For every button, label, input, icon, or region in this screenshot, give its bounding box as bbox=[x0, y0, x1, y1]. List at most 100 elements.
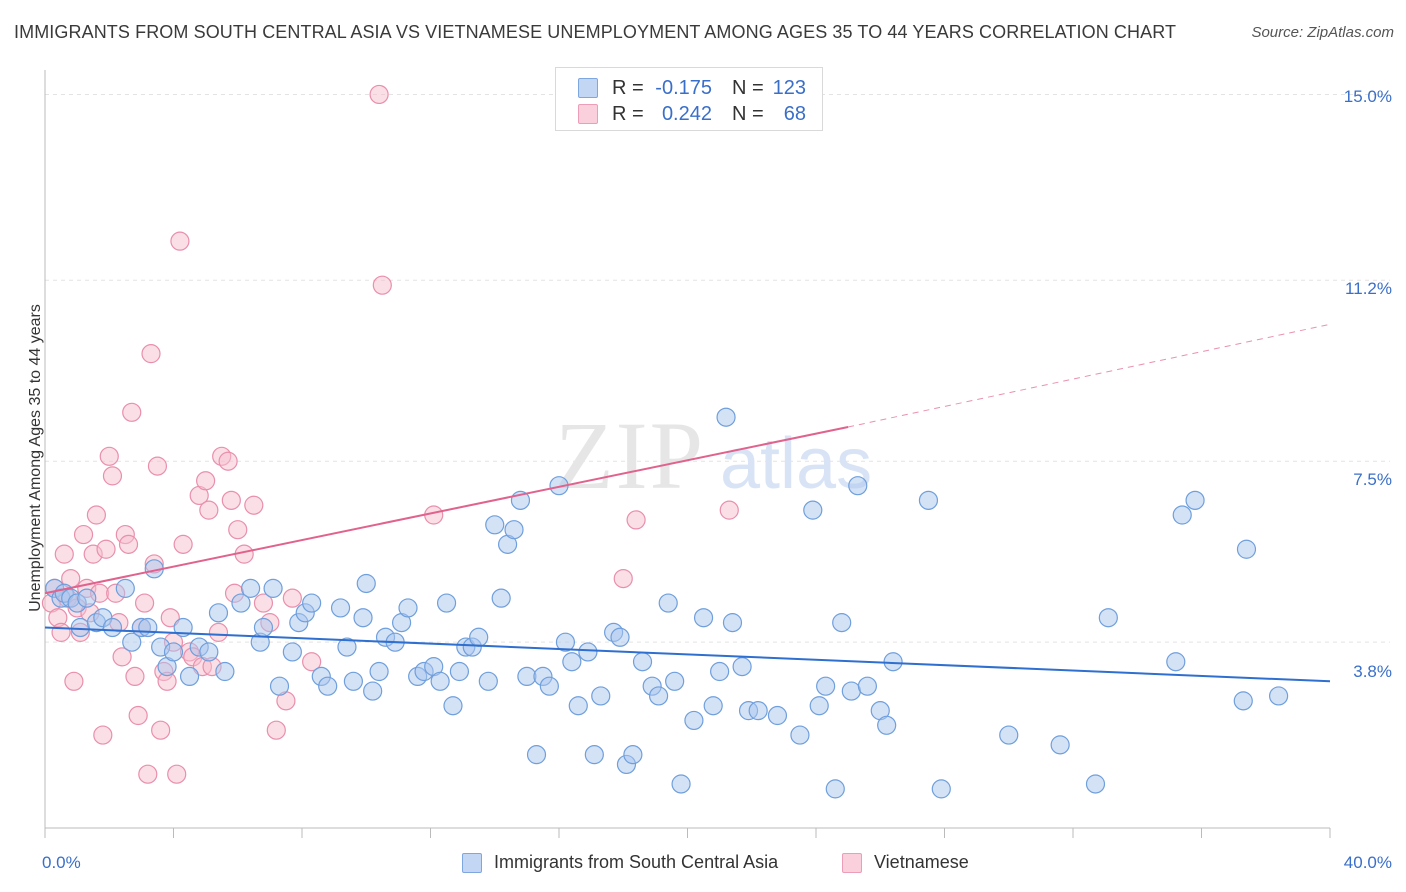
data-point bbox=[648, 686, 669, 706]
data-point bbox=[253, 617, 274, 638]
data-point bbox=[263, 578, 283, 598]
data-point bbox=[70, 617, 90, 638]
data-point bbox=[231, 593, 251, 613]
data-point bbox=[356, 573, 376, 594]
data-point bbox=[555, 632, 576, 652]
data-point bbox=[671, 774, 691, 794]
data-point bbox=[504, 520, 524, 540]
vietnamese-points bbox=[41, 84, 739, 784]
data-point bbox=[282, 588, 302, 608]
data-point bbox=[848, 476, 868, 496]
data-point bbox=[1236, 539, 1257, 559]
data-point bbox=[562, 652, 582, 672]
data-point bbox=[282, 642, 302, 662]
data-point bbox=[1268, 686, 1289, 706]
legend-row-vietnamese: R = 0.242 N = 68 bbox=[578, 102, 806, 126]
data-point bbox=[610, 627, 630, 647]
data-point bbox=[343, 671, 363, 691]
data-point bbox=[215, 661, 235, 682]
data-point bbox=[623, 745, 643, 765]
data-point bbox=[179, 666, 200, 687]
data-point bbox=[151, 720, 171, 740]
data-point bbox=[138, 617, 158, 638]
data-point bbox=[369, 661, 389, 682]
data-point bbox=[1050, 735, 1070, 755]
data-point bbox=[302, 593, 322, 613]
data-point bbox=[199, 500, 219, 520]
n-label: N = bbox=[732, 102, 764, 125]
data-point bbox=[269, 676, 290, 696]
data-point bbox=[613, 568, 633, 589]
data-point bbox=[568, 696, 588, 716]
data-point bbox=[96, 539, 116, 559]
bottom-legend-label: Vietnamese bbox=[874, 852, 969, 872]
data-point bbox=[1085, 774, 1106, 794]
legend-swatch-pink bbox=[578, 104, 598, 124]
y-axis-label: Unemployment Among Ages 35 to 44 years bbox=[27, 304, 44, 612]
data-point bbox=[748, 701, 768, 721]
data-point bbox=[221, 490, 241, 510]
data-point bbox=[372, 275, 392, 295]
data-point bbox=[54, 544, 74, 564]
data-point bbox=[330, 598, 351, 618]
data-point bbox=[703, 696, 723, 716]
data-point bbox=[716, 407, 736, 427]
data-point bbox=[841, 681, 861, 701]
data-point bbox=[591, 686, 611, 706]
data-point bbox=[710, 661, 730, 682]
data-point bbox=[719, 500, 739, 520]
y-tick-label: 15.0% bbox=[1343, 87, 1392, 106]
data-point bbox=[302, 652, 322, 672]
n-value: 68 bbox=[783, 102, 806, 125]
data-point bbox=[767, 705, 788, 726]
legend-swatch-blue bbox=[578, 78, 598, 98]
source-label: Source: ZipAtlas.com bbox=[1251, 24, 1394, 41]
data-point bbox=[73, 524, 94, 545]
data-point bbox=[578, 642, 598, 662]
data-point bbox=[208, 603, 229, 623]
data-point bbox=[241, 578, 261, 598]
data-point bbox=[266, 720, 286, 740]
data-point bbox=[244, 495, 264, 515]
r-label: R = bbox=[612, 102, 644, 125]
bottom-legend-swatch-pink bbox=[842, 852, 862, 873]
data-point bbox=[398, 598, 418, 618]
data-point bbox=[1166, 652, 1186, 672]
data-point bbox=[584, 745, 604, 765]
correlation-legend: R = -0.175 N = 123 R = 0.242 N = 68 bbox=[555, 67, 823, 131]
data-point bbox=[658, 593, 678, 613]
bottom-legend-swatch-blue bbox=[462, 852, 482, 873]
data-point bbox=[134, 593, 155, 613]
data-point bbox=[218, 451, 238, 471]
r-label: R = bbox=[612, 76, 644, 99]
data-point bbox=[485, 515, 505, 535]
y-tick-label: 7.5% bbox=[1353, 470, 1392, 489]
data-point bbox=[478, 671, 498, 691]
data-point bbox=[228, 520, 248, 540]
axes bbox=[44, 70, 1331, 838]
data-point bbox=[363, 681, 383, 701]
vietnamese-trend-line bbox=[44, 426, 849, 595]
data-point bbox=[883, 652, 903, 672]
data-point bbox=[128, 705, 148, 726]
watermark-atlas: atlas bbox=[720, 424, 872, 504]
r-value: -0.175 bbox=[655, 76, 712, 99]
data-point bbox=[491, 588, 511, 608]
data-point bbox=[693, 608, 714, 628]
data-point bbox=[1185, 490, 1205, 510]
trend-lines bbox=[44, 323, 1331, 683]
y-tick-label: 11.2% bbox=[1345, 279, 1392, 298]
data-point bbox=[1098, 608, 1118, 628]
data-point bbox=[626, 510, 646, 530]
data-point bbox=[369, 84, 389, 105]
y-tick-label: 3.8% bbox=[1353, 662, 1392, 681]
bottom-legend-label: Immigrants from South Central Asia bbox=[494, 852, 779, 872]
data-point bbox=[931, 779, 951, 799]
data-point bbox=[115, 578, 135, 598]
immigrants-trend-line bbox=[44, 626, 1331, 683]
data-point bbox=[857, 676, 878, 696]
data-point bbox=[803, 500, 823, 520]
data-point bbox=[918, 490, 939, 510]
data-point bbox=[632, 652, 653, 672]
data-point bbox=[684, 710, 704, 731]
